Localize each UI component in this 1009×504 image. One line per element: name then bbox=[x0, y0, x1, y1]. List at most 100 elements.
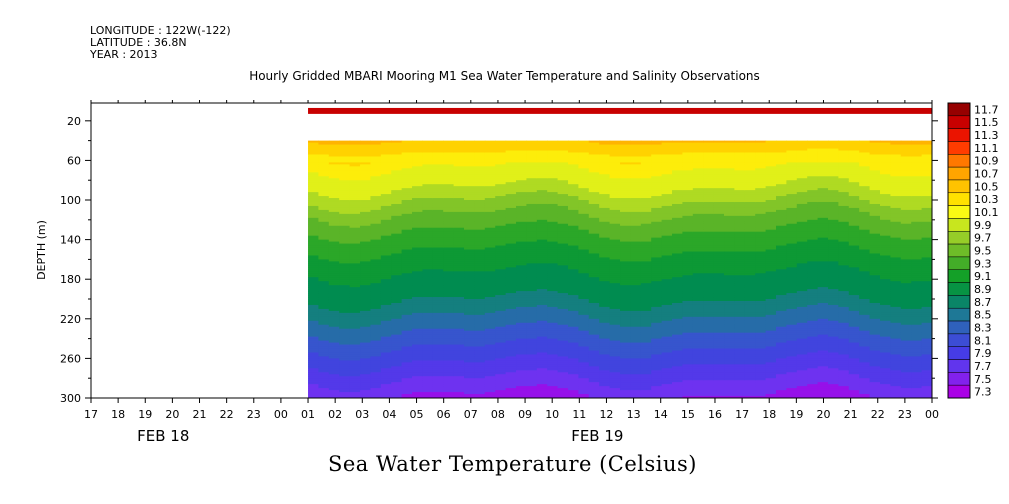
temperature-cell bbox=[474, 205, 486, 209]
temperature-cell bbox=[360, 293, 372, 296]
temperature-cell bbox=[588, 259, 600, 262]
temperature-cell bbox=[484, 386, 496, 389]
temperature-cell bbox=[516, 201, 528, 205]
temperature-cell bbox=[661, 229, 673, 233]
temperature-cell bbox=[328, 257, 340, 261]
temperature-cell bbox=[401, 255, 413, 259]
temperature-cell bbox=[391, 186, 403, 189]
temperature-cell bbox=[495, 265, 507, 268]
temperature-cell bbox=[484, 368, 496, 371]
temperature-cell bbox=[526, 390, 538, 393]
temperature-cell bbox=[609, 378, 621, 381]
temperature-cell bbox=[401, 344, 413, 348]
temperature-cell bbox=[339, 156, 351, 160]
temperature-cell bbox=[682, 164, 694, 167]
temperature-cell bbox=[620, 273, 632, 276]
temperature-cell bbox=[474, 344, 486, 348]
temperature-cell bbox=[453, 308, 465, 312]
temperature-cell bbox=[536, 392, 548, 395]
temperature-cell bbox=[692, 273, 704, 276]
temperature-cell bbox=[620, 380, 632, 383]
temperature-cell bbox=[464, 394, 476, 397]
temperature-cell bbox=[318, 215, 330, 219]
temperature-cell bbox=[536, 336, 548, 340]
temperature-cell bbox=[640, 207, 652, 211]
temperature-cell bbox=[672, 186, 684, 189]
temperature-cell bbox=[692, 285, 704, 288]
temperature-cell bbox=[464, 388, 476, 391]
temperature-cell bbox=[516, 322, 528, 326]
temperature-cell bbox=[318, 186, 330, 189]
temperature-cell bbox=[495, 203, 507, 207]
temperature-cell bbox=[516, 162, 528, 165]
temperature-cell bbox=[682, 287, 694, 290]
temperature-cell bbox=[547, 225, 559, 229]
temperature-cell bbox=[349, 168, 361, 171]
temperature-cell bbox=[599, 316, 611, 320]
temperature-cell bbox=[609, 154, 621, 158]
temperature-cell bbox=[391, 166, 403, 169]
temperature-cell bbox=[536, 372, 548, 375]
temperature-cell bbox=[339, 158, 351, 162]
temperature-cell bbox=[349, 364, 361, 367]
temperature-cell bbox=[568, 334, 580, 338]
temperature-cell bbox=[536, 338, 548, 342]
temperature-cell bbox=[308, 271, 320, 274]
temperature-cell bbox=[308, 386, 320, 389]
temperature-cell bbox=[339, 168, 351, 171]
temperature-cell bbox=[484, 287, 496, 290]
temperature-cell bbox=[308, 200, 320, 203]
temperature-cell bbox=[588, 324, 600, 328]
temperature-cell bbox=[401, 146, 413, 150]
temperature-cell bbox=[360, 281, 372, 284]
temperature-cell bbox=[609, 211, 621, 215]
temperature-cell bbox=[391, 219, 403, 223]
temperature-cell bbox=[609, 308, 621, 312]
temperature-cell bbox=[661, 318, 673, 322]
temperature-cell bbox=[432, 350, 444, 354]
temperature-cell bbox=[432, 316, 444, 320]
temperature-cell bbox=[453, 205, 465, 209]
temperature-cell bbox=[422, 326, 434, 330]
temperature-cell bbox=[370, 213, 382, 217]
temperature-cell bbox=[328, 344, 340, 348]
temperature-cell bbox=[453, 180, 465, 183]
temperature-cell bbox=[349, 259, 361, 262]
temperature-cell bbox=[703, 201, 715, 205]
temperature-cell bbox=[464, 223, 476, 227]
temperature-cell bbox=[630, 245, 642, 249]
temperature-cell bbox=[495, 334, 507, 338]
temperature-cell bbox=[599, 148, 611, 152]
temperature-cell bbox=[568, 140, 580, 144]
temperature-cell bbox=[349, 302, 361, 306]
temperature-cell bbox=[349, 227, 361, 231]
temperature-cell bbox=[536, 201, 548, 205]
temperature-cell bbox=[536, 320, 548, 324]
temperature-cell bbox=[318, 170, 330, 173]
temperature-cell bbox=[568, 297, 580, 300]
temperature-cell bbox=[516, 362, 528, 365]
temperature-cell bbox=[609, 297, 621, 300]
temperature-cell bbox=[495, 257, 507, 261]
temperature-cell bbox=[443, 326, 455, 330]
temperature-cell bbox=[412, 194, 424, 197]
temperature-cell bbox=[547, 249, 559, 253]
temperature-cell bbox=[682, 334, 694, 338]
temperature-cell bbox=[651, 356, 663, 360]
temperature-cell bbox=[672, 178, 684, 181]
temperature-cell bbox=[339, 384, 351, 387]
temperature-cell bbox=[360, 295, 372, 298]
temperature-cell bbox=[328, 209, 340, 213]
temperature-cell bbox=[495, 390, 507, 393]
temperature-cell bbox=[349, 283, 361, 286]
temperature-cell bbox=[339, 342, 351, 346]
temperature-cell bbox=[339, 231, 351, 235]
temperature-cell bbox=[443, 261, 455, 264]
temperature-cell bbox=[505, 194, 517, 197]
temperature-cell bbox=[661, 304, 673, 308]
temperature-cell bbox=[401, 350, 413, 354]
temperature-cell bbox=[672, 326, 684, 330]
temperature-cell bbox=[453, 314, 465, 318]
temperature-cell bbox=[339, 368, 351, 371]
temperature-cell bbox=[692, 275, 704, 278]
